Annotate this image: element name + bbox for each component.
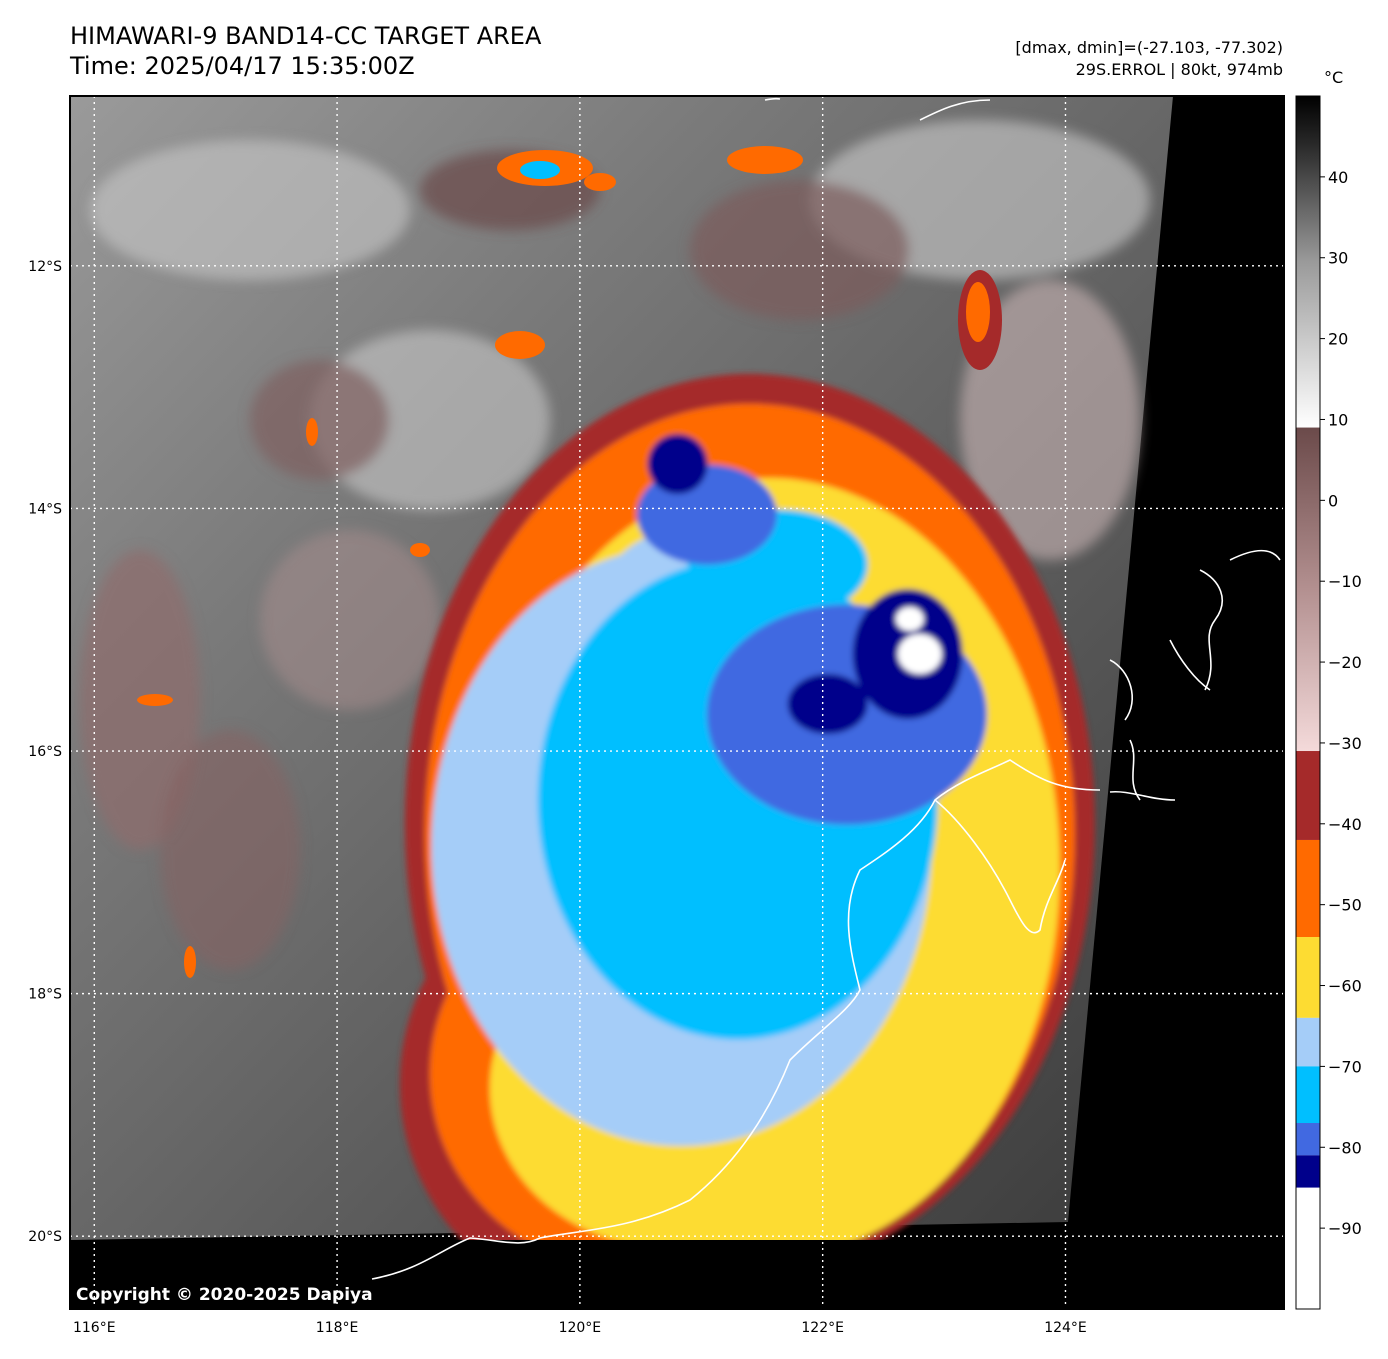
- cell-orange: [137, 694, 173, 706]
- colorbar-unit: °C: [1324, 68, 1344, 87]
- cell-orange: [727, 146, 803, 174]
- x-tick-label: 122°E: [801, 1320, 844, 1336]
- cell-cyan: [520, 161, 560, 179]
- chart-title: HIMAWARI-9 BAND14-CC TARGET AREA: [70, 22, 542, 50]
- cold-top-navy: [647, 433, 708, 494]
- x-tick-label: 124°E: [1044, 1320, 1087, 1336]
- coldest-tops-white: [895, 606, 924, 631]
- x-tick-label: 118°E: [316, 1320, 359, 1336]
- coldest-tops-white: [897, 633, 942, 674]
- convective-cells: [137, 146, 1002, 978]
- y-tick-label: 20°S: [28, 1229, 62, 1245]
- storm-info: 29S.ERROL | 80kt, 974mb: [1075, 60, 1283, 79]
- range-readout: [dmax, dmin]=(-27.103, -77.302): [1015, 38, 1283, 57]
- cell-orange: [184, 946, 196, 978]
- cell-orange: [584, 173, 616, 191]
- cell-orange: [966, 282, 990, 342]
- coastline: [371, 97, 1281, 1280]
- x-tick-label: 120°E: [559, 1320, 602, 1336]
- cell-orange: [410, 543, 430, 557]
- cell-orange: [306, 418, 318, 446]
- background-clouds: [80, 120, 1150, 970]
- y-tick-label: 18°S: [28, 987, 62, 1003]
- graticule: [70, 96, 1284, 1309]
- y-tick-label: 12°S: [28, 259, 62, 275]
- x-tick-label: 116°E: [73, 1320, 116, 1336]
- map-frame: [69, 95, 1285, 1310]
- y-tick-label: 14°S: [28, 501, 62, 517]
- cell-orange: [495, 331, 545, 359]
- copyright: Copyright © 2020-2025 Dapiya: [76, 1285, 373, 1305]
- y-tick-label: 16°S: [28, 744, 62, 760]
- cold-top-navy: [787, 673, 868, 734]
- chart-time: Time: 2025/04/17 15:35:00Z: [70, 52, 415, 80]
